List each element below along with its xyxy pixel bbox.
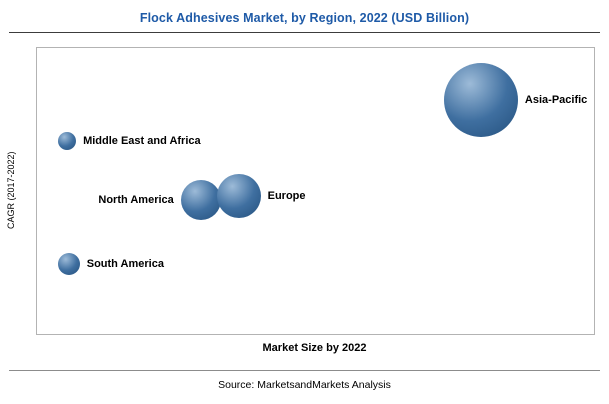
source-divider (9, 370, 600, 371)
bubble-label-south-america: South America (86, 257, 164, 270)
source-text: Source: MarketsandMarkets Analysis (218, 379, 391, 391)
y-axis-label: CAGR (2017-2022) (6, 151, 16, 229)
bubble-middle-east-and-africa (58, 132, 77, 151)
bubble-south-america (57, 252, 80, 275)
bubble-europe (216, 174, 261, 219)
bubble-label-asia-pacific: Asia-Pacific (524, 94, 588, 107)
bubble-label-europe: Europe (267, 190, 306, 203)
x-axis-label: Market Size by 2022 (262, 342, 367, 354)
bubble-label-middle-east-and-africa: Middle East and Africa (83, 135, 201, 148)
bubble-north-america (180, 179, 221, 220)
bubble-label-north-america: North America (98, 193, 174, 206)
bubble-asia-pacific (443, 63, 518, 138)
title-divider (9, 32, 600, 33)
plot-area: Middle East and Africa North America Europ… (36, 47, 595, 335)
chart-title: Flock Adhesives Market, by Region, 2022 … (139, 11, 470, 25)
